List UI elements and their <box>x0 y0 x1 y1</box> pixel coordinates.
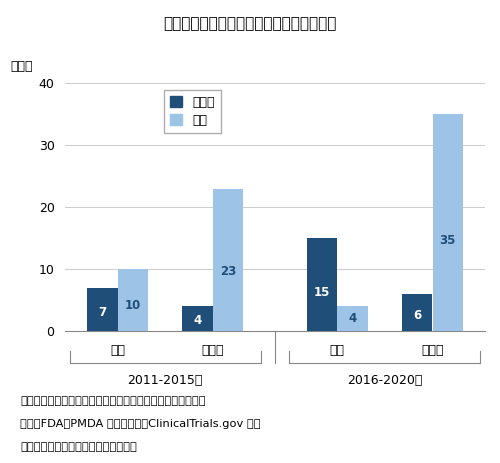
Text: 2016-2020年: 2016-2020年 <box>347 375 422 388</box>
Bar <box>182 307 213 331</box>
Text: 2011-2015年: 2011-2015年 <box>128 375 203 388</box>
Legend: 組入れ, なし: 組入れ, なし <box>164 89 221 133</box>
Text: 6: 6 <box>413 309 422 322</box>
Text: とに医薬産業政策研究所にて作成: とに医薬産業政策研究所にて作成 <box>20 442 137 452</box>
Text: 7: 7 <box>98 307 106 319</box>
Bar <box>87 288 118 331</box>
Text: 出所：FDA、PMDA の公開情報、ClinicalTrials.gov をも: 出所：FDA、PMDA の公開情報、ClinicalTrials.gov をも <box>20 419 260 429</box>
Bar <box>402 294 432 331</box>
Text: 4: 4 <box>348 312 356 325</box>
Bar <box>337 307 368 331</box>
Bar <box>118 269 148 331</box>
Text: 15: 15 <box>314 286 330 299</box>
Text: 品目数: 品目数 <box>10 61 33 74</box>
Text: 35: 35 <box>440 233 456 246</box>
Bar <box>213 188 244 331</box>
Bar <box>432 114 463 331</box>
Bar <box>306 238 337 331</box>
Text: 注：２か国以上を組入れている試験を国際共同治験とした。: 注：２か国以上を組入れている試験を国際共同治験とした。 <box>20 396 206 406</box>
Text: 図５　ピボタル試験の日本地域組入れ状況: 図５ ピボタル試験の日本地域組入れ状況 <box>164 16 336 31</box>
Text: 4: 4 <box>194 314 202 327</box>
Text: 10: 10 <box>124 299 141 312</box>
Text: 23: 23 <box>220 265 236 278</box>
